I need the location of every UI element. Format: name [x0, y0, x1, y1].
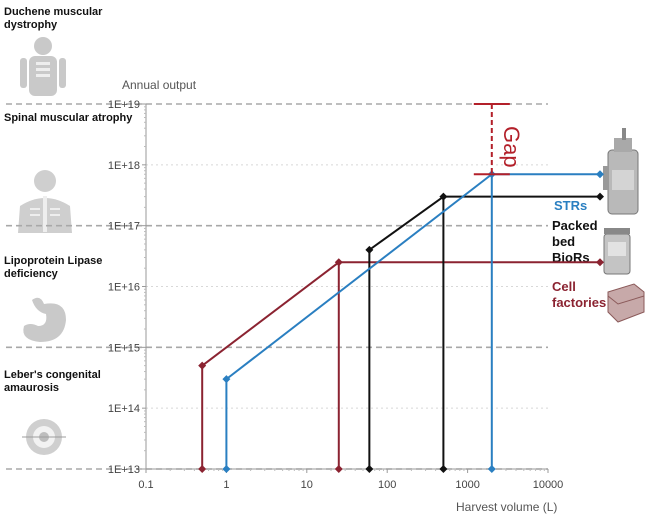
strs-output-point	[596, 170, 604, 179]
disease-label-lpld: Lipoprotein Lipase deficiency	[4, 255, 103, 280]
y-tick-label: 1E+17	[108, 221, 140, 233]
str-bioreactor-icon	[603, 128, 639, 215]
packed-bed-bioreactor-icon	[603, 228, 631, 275]
x-tick-label: 1	[223, 479, 229, 491]
x-tick-label: 10	[301, 479, 313, 491]
packed-bed-biors-point-start	[365, 245, 374, 254]
packed-bed-biors-axis-point-end	[439, 465, 448, 473]
packed-bed-biors-line	[368, 195, 444, 251]
disease-label-lca: Leber's congenital amaurosis	[4, 369, 101, 394]
y-tick-label: 1E+18	[108, 160, 140, 172]
eye-icon	[22, 419, 66, 455]
cell-factories-axis-point-end	[334, 465, 343, 473]
chart-grid	[6, 103, 548, 470]
packed-bed-biors-point-end	[439, 192, 448, 201]
cell-factories-line	[201, 261, 340, 367]
chart-axes: 1E+13 1E+14 1E+15 1E+16 1E+17 1E+18 1E+19 0.1 1 1…	[108, 99, 563, 491]
cell-factories-point-start	[198, 361, 207, 370]
cell-factories-point-end	[334, 258, 343, 267]
strs-point-start	[222, 375, 231, 384]
packed-bed-biors-axis-point-start	[365, 465, 374, 473]
cell-factories-axis-point-start	[198, 465, 207, 473]
y-tick-label: 1E+13	[108, 464, 140, 476]
x-tick-label: 100	[378, 479, 396, 491]
strs-axis-point-end	[487, 465, 496, 473]
gap-label: Gap	[499, 126, 524, 168]
series-label-packed-bed: Packed bed BioRs	[552, 218, 598, 265]
upper-body-spine-icon	[18, 170, 72, 233]
x-axis-title: Harvest volume (L)	[456, 500, 558, 514]
y-tick-label: 1E+16	[108, 282, 140, 294]
cell-factories-output-point	[596, 258, 604, 267]
y-tick-label: 1E+14	[108, 403, 140, 415]
disease-label-dmd: Duchene muscular dystrophy	[4, 6, 103, 31]
strs-line	[225, 173, 493, 380]
chart-series	[198, 170, 604, 473]
organ-icon	[23, 297, 66, 342]
strs-axis-point-start	[222, 465, 231, 473]
cell-factory-icon	[607, 283, 645, 323]
series-label-strs: STRs	[554, 198, 588, 213]
series-label-cell-factories: Cell factories	[552, 279, 607, 310]
y-tick-label: 1E+19	[108, 99, 140, 111]
packed-bed-biors-output-point	[596, 192, 604, 201]
y-axis-title: Annual output	[122, 78, 197, 92]
disease-label-sma: Spinal muscular atrophy	[4, 112, 133, 124]
gap-annotation: Gap	[473, 103, 524, 176]
full-body-figure-icon	[20, 37, 66, 96]
x-tick-label: 10000	[533, 479, 564, 491]
x-tick-label: 0.1	[138, 479, 153, 491]
y-tick-label: 1E+15	[108, 342, 140, 354]
x-tick-label: 1000	[455, 479, 479, 491]
